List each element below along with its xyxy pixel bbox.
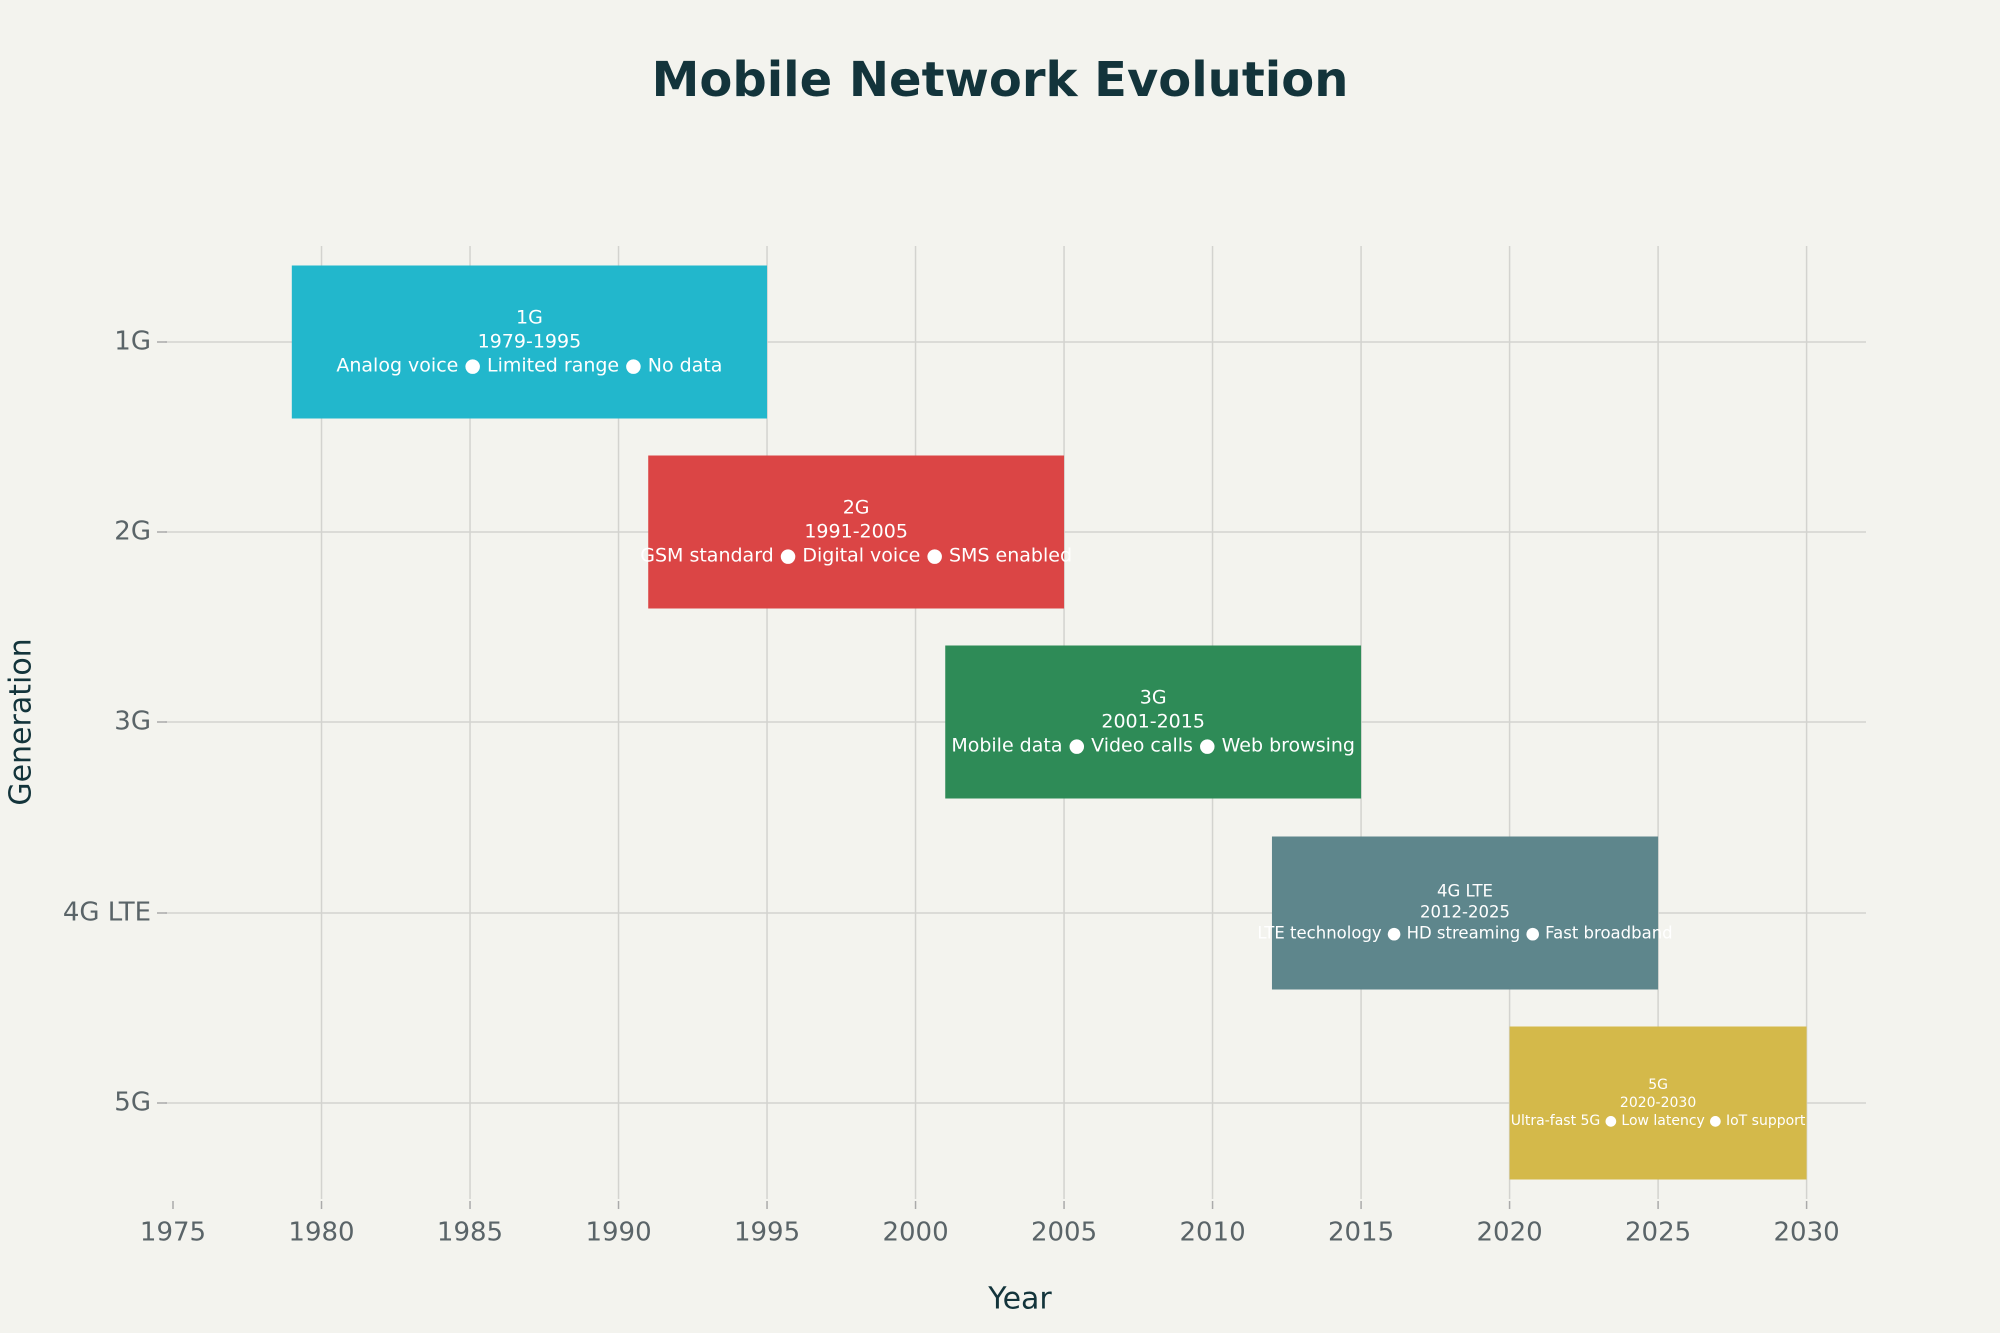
bar-label-name: 2G — [843, 496, 870, 518]
y-axis-title: Generation — [4, 638, 39, 805]
bar-label-notes: Mobile data ● Video calls ● Web browsing — [951, 735, 1355, 757]
bar-label-range: 2020-2030 — [1620, 1095, 1696, 1111]
y-tick-label: 5G — [114, 1088, 151, 1118]
bar — [648, 455, 1065, 609]
x-tick-label: 2030 — [1774, 1218, 1840, 1248]
y-tick-label: 1G — [114, 327, 151, 357]
bar-label-notes: Analog voice ● Limited range ● No data — [336, 355, 722, 377]
bar-label-range: 1979-1995 — [478, 331, 582, 353]
x-axis-title: Year — [987, 1282, 1052, 1317]
bar-label-notes: Ultra-fast 5G ● Low latency ● IoT suppor… — [1511, 1113, 1806, 1129]
x-tick-label: 2015 — [1328, 1218, 1394, 1248]
y-tick-label: 2G — [114, 517, 151, 547]
x-tick-label: 2025 — [1625, 1218, 1691, 1248]
y-tick-label: 4G LTE — [63, 898, 151, 928]
bar-label-name: 5G — [1648, 1077, 1668, 1093]
chart-title: Mobile Network Evolution — [652, 52, 1349, 108]
bar-label-range: 1991-2005 — [804, 521, 908, 543]
bar — [945, 645, 1362, 799]
bar-label-name: 4G LTE — [1437, 882, 1493, 901]
bar-label-notes: LTE technology ● HD streaming ● Fast bro… — [1257, 923, 1672, 942]
bar-label-name: 1G — [516, 306, 543, 328]
x-tick-label: 2010 — [1179, 1218, 1245, 1248]
bar-label-name: 3G — [1140, 686, 1167, 708]
x-tick-label: 1980 — [288, 1218, 354, 1248]
bar — [1509, 1026, 1807, 1180]
bar — [1271, 836, 1659, 990]
x-tick-label: 1975 — [140, 1218, 206, 1248]
y-tick-label: 3G — [114, 707, 151, 737]
bar-label-range: 2012-2025 — [1420, 903, 1510, 922]
x-tick-label: 2000 — [882, 1218, 948, 1248]
bar-label-notes: GSM standard ● Digital voice ● SMS enabl… — [640, 545, 1072, 567]
x-tick-label: 1990 — [585, 1218, 651, 1248]
x-tick-label: 1985 — [437, 1218, 503, 1248]
x-tick-label: 2020 — [1476, 1218, 1542, 1248]
x-tick-label: 2005 — [1031, 1218, 1097, 1248]
bar-label-range: 2001-2015 — [1101, 711, 1205, 733]
bar — [291, 265, 768, 419]
x-tick-label: 1995 — [734, 1218, 800, 1248]
